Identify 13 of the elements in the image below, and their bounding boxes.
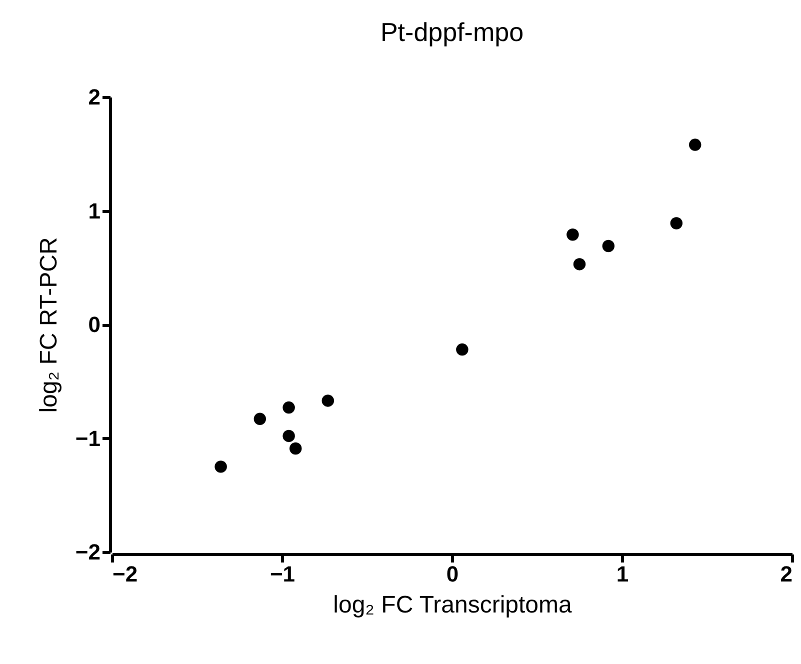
x-tick-label: −2 [112, 562, 138, 586]
y-tick-label: −1 [75, 426, 100, 451]
x-tick-label: 0 [446, 562, 459, 586]
x-tick-label: −1 [270, 562, 296, 586]
x-tick-label: 2 [780, 562, 792, 586]
chart-title: Pt-dppf-mpo [380, 17, 524, 47]
y-tick-label: −2 [75, 540, 100, 564]
y-tick-label: 2 [88, 84, 100, 110]
x-axis-title: log₂ FC Transcriptoma [333, 592, 573, 618]
y-tick-label: 1 [88, 198, 100, 224]
y-tick-label: 0 [88, 312, 100, 337]
y-axis-title: log₂ FC RT-PCR [35, 237, 62, 413]
x-tick-label: 1 [616, 562, 629, 586]
